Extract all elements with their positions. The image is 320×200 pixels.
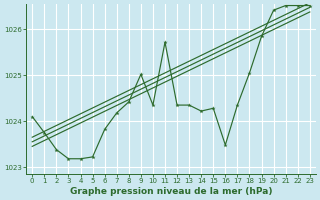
X-axis label: Graphe pression niveau de la mer (hPa): Graphe pression niveau de la mer (hPa) bbox=[70, 187, 272, 196]
